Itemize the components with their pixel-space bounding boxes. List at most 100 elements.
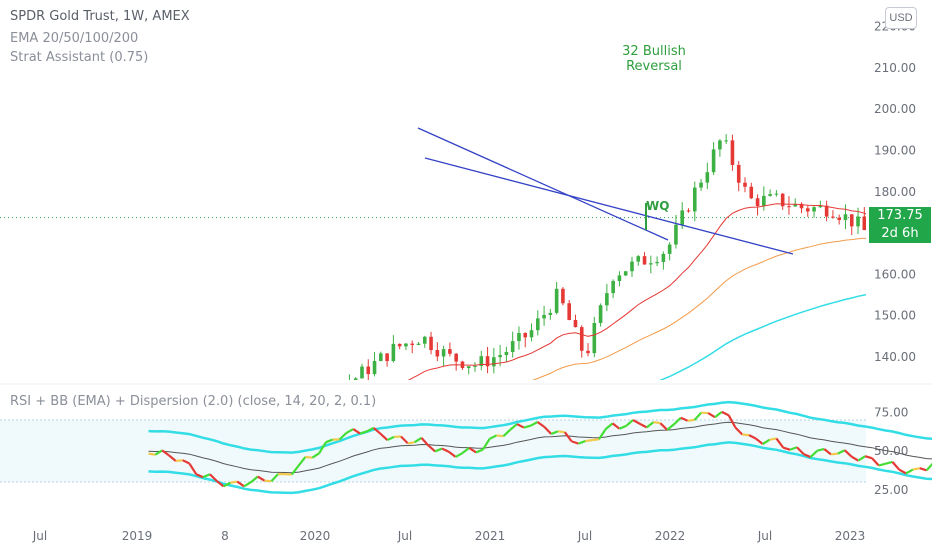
candle-body [818,205,823,208]
candle-body [856,216,860,227]
candle-body [799,203,804,209]
candle-body [661,253,666,262]
rsi-segment [864,455,873,460]
candle-body [686,210,691,212]
candle-body [749,186,754,199]
candle-body [441,349,446,357]
candle-body [366,366,371,375]
rsi-segment [223,481,231,488]
candle-body [888,244,892,255]
candle-body [579,327,584,351]
rsi-segment [379,432,389,441]
candle-body [667,244,672,254]
rsi-segment [209,473,218,482]
rsi-segment [257,475,266,482]
candle-body [485,356,490,367]
rsi-segment [734,426,744,436]
candle-body [705,172,710,183]
rsi-segment [912,467,920,471]
rsi-segment [236,480,245,488]
candle-body [824,205,829,217]
candle-body [736,164,741,183]
candle-body [623,271,628,276]
rsi-segment [352,428,361,435]
trendline-upper [417,127,669,241]
rsi-segment [305,455,313,459]
rsi-segment [563,431,573,443]
candle-body [831,216,835,218]
rsi-segment [707,412,716,419]
rsi-segment [632,419,641,425]
rsi-segment [905,468,914,475]
rsi-segment [414,436,423,444]
rsi-indicator-label[interactable]: RSI + BB (EMA) + Dispersion (2.0) (close… [10,394,377,409]
candle-body [573,319,578,328]
rsi-segment [502,428,511,438]
rsi-segment [530,421,539,427]
candle-body [473,365,477,367]
rsi-segment [809,449,819,458]
rsi-segment [850,455,859,462]
currency-button[interactable]: USD [885,7,917,29]
x-tick-label: 2022 [655,529,686,543]
rsi-segment [325,438,334,444]
y-tick-label: 150.00 [874,309,916,323]
rsi-segment [687,418,695,422]
candle-body [843,214,848,221]
rsi-segment [161,449,170,457]
rsi-segment [823,448,832,456]
candle-body [925,272,929,279]
y-tick-label: 140.00 [874,350,916,364]
rsi-segment [366,426,375,433]
rsi-segment [536,421,545,428]
x-tick-label: 2023 [835,529,866,543]
ema-indicator-label[interactable]: EMA 20/50/100/200 [10,31,139,46]
rsi-segment [598,428,607,440]
rsi-segment [168,454,177,462]
y-tick-label: 200.00 [874,102,916,116]
rsi-segment [386,435,395,442]
rsi-segment [714,410,723,419]
candle-body [919,279,923,287]
rsi-lower-band [148,441,932,495]
rsi-upper-band [148,400,932,454]
rsi-segment [202,473,211,479]
rsi-segment [154,449,163,456]
candle-body [498,355,502,358]
rsi-segment [427,444,436,453]
rsi-segment [925,462,932,472]
rsi-segment [345,428,354,434]
strat-assistant-label[interactable]: Strat Assistant (0.75) [10,50,149,65]
candle-body [360,366,364,379]
candle-body [787,206,791,208]
candle-body [554,288,559,313]
wq-annotation: WQ [646,199,670,213]
candle-body [724,140,728,142]
candle-body [699,182,703,188]
candle-body [680,210,685,225]
candle-body [492,357,496,367]
candle-body [586,350,590,354]
rsi-segment [898,468,907,475]
y-tick-label: 190.00 [874,144,916,158]
rsi-segment [762,438,771,445]
rsi-segment [311,452,320,459]
rsi-segment [148,452,156,456]
candle-body [479,356,484,366]
rsi-segment [243,481,252,488]
rsi-segment [885,460,893,465]
candle-body [805,208,810,212]
candle-body [837,217,841,221]
rsi-segment [639,422,648,429]
candle-body [617,275,622,282]
candle-body [529,330,534,338]
bullish-reversal-annotation: 32 Bullish Reversal [622,44,686,74]
rsi-segment [578,440,586,445]
rsi-segment [830,452,838,456]
candle-body [793,203,798,207]
candle-body [448,349,452,354]
candle-body [780,193,785,207]
rsi-segment [175,459,183,463]
rsi-segment [680,416,689,422]
